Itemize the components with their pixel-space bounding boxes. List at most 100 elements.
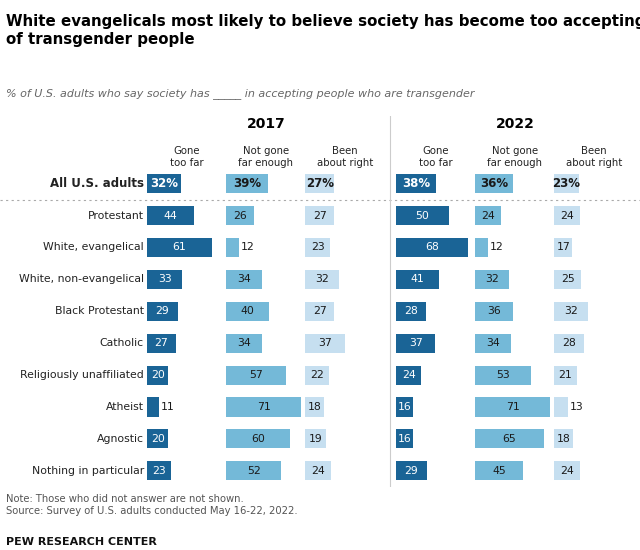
Text: 23: 23 [152,466,166,476]
Text: 17: 17 [557,243,570,252]
Bar [227,238,239,257]
Text: Catholic: Catholic [100,338,144,348]
Bar [396,461,427,480]
Text: 25: 25 [561,274,575,284]
Text: 13: 13 [570,402,584,412]
Text: Not gone
far enough: Not gone far enough [239,146,293,168]
Text: 24: 24 [560,466,574,476]
Bar [554,398,568,416]
Text: 53: 53 [497,370,510,380]
Bar [476,302,513,321]
Bar [396,398,413,416]
Text: 37: 37 [409,338,422,348]
Bar [147,302,178,321]
Bar [396,302,426,321]
Text: 19: 19 [308,434,323,444]
Bar [476,238,488,257]
Text: 2022: 2022 [495,117,534,130]
Bar [396,366,422,384]
Bar [554,430,573,448]
Text: Been
about right: Been about right [566,146,622,168]
Text: 22: 22 [310,370,324,380]
Text: 18: 18 [308,402,322,412]
Text: 27: 27 [313,211,326,221]
Bar [227,366,287,384]
Text: Nothing in particular: Nothing in particular [32,466,144,476]
Bar [396,206,449,225]
Text: 37: 37 [318,338,332,348]
Text: 34: 34 [237,338,251,348]
Bar [305,270,339,289]
Bar [554,238,572,257]
Text: 40: 40 [241,306,254,316]
Text: White, evangelical: White, evangelical [44,243,144,252]
Bar [554,270,581,289]
Text: 12: 12 [490,243,503,252]
Text: 41: 41 [411,274,425,284]
Text: 52: 52 [247,466,260,476]
Text: 61: 61 [173,243,186,252]
Text: 27: 27 [313,306,326,316]
Text: 2017: 2017 [246,117,285,130]
Bar [147,238,212,257]
Bar [147,334,176,353]
Bar [147,461,172,480]
Bar [396,174,436,193]
Text: Gone
too far: Gone too far [419,146,452,168]
Bar [476,430,544,448]
Bar [147,174,181,193]
Text: 23: 23 [311,243,324,252]
Text: 44: 44 [164,211,177,221]
Text: PEW RESEARCH CENTER: PEW RESEARCH CENTER [6,537,157,547]
Text: All U.S. adults: All U.S. adults [50,177,144,190]
Bar [396,270,440,289]
Text: 24: 24 [402,370,416,380]
Bar [476,174,513,193]
Text: 20: 20 [151,434,164,444]
Text: 29: 29 [404,466,419,476]
Text: 32: 32 [316,274,329,284]
Text: 11: 11 [161,402,174,412]
Text: 23%: 23% [552,177,580,190]
Text: 33: 33 [157,274,172,284]
Bar [476,461,523,480]
Text: 71: 71 [257,402,271,412]
Text: White evangelicals most likely to believe society has become too accepting
of tr: White evangelicals most likely to believ… [6,14,640,47]
Bar [476,270,509,289]
Bar [147,430,168,448]
Text: 71: 71 [506,402,520,412]
Bar [305,366,329,384]
Text: Religiously unaffiliated: Religiously unaffiliated [20,370,144,380]
Bar [305,334,344,353]
Text: 57: 57 [250,370,263,380]
Bar [147,366,168,384]
Text: 28: 28 [404,306,418,316]
Text: Note: Those who did not answer are not shown.
Source: Survey of U.S. adults cond: Note: Those who did not answer are not s… [6,494,298,516]
Text: 68: 68 [425,243,439,252]
Bar [227,302,269,321]
Bar [227,206,254,225]
Bar [305,398,324,416]
Bar [227,430,290,448]
Text: 21: 21 [559,370,572,380]
Bar [147,206,194,225]
Text: 26: 26 [233,211,247,221]
Text: 45: 45 [492,466,506,476]
Text: 36%: 36% [480,177,508,190]
Bar [305,206,334,225]
Text: 27%: 27% [306,177,333,190]
Text: 34: 34 [486,338,500,348]
Text: Been
about right: Been about right [317,146,373,168]
Bar [396,430,413,448]
Bar [305,238,330,257]
Bar [554,334,584,353]
Bar [396,334,435,353]
Bar [476,366,531,384]
Text: 27: 27 [155,338,168,348]
Text: 24: 24 [560,211,574,221]
Text: 16: 16 [397,402,412,412]
Text: Protestant: Protestant [88,211,144,221]
Text: 24: 24 [311,466,325,476]
Text: 16: 16 [397,434,412,444]
Bar [554,366,577,384]
